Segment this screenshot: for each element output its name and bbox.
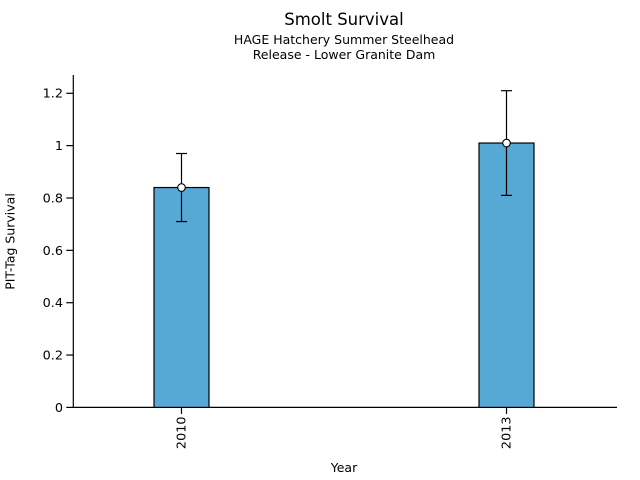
y-tick-label: 1: [55, 139, 63, 154]
y-tick-label: 0: [55, 401, 63, 416]
y-tick-label: 0.2: [43, 348, 63, 363]
bar-2010: [153, 186, 210, 408]
point-marker-2010: [177, 183, 186, 192]
x-axis-label: Year: [330, 460, 358, 475]
y-tick-label: 1.2: [43, 87, 63, 102]
error-bars: [176, 90, 512, 223]
chart-subtitle-line1: HAGE Hatchery Summer Steelhead: [234, 32, 454, 47]
x-tick-label-2013: 2013: [500, 417, 515, 450]
y-tick-label: 0.6: [43, 244, 63, 259]
tick-labels: 0 0.2 0.4 0.6 0.8 1 1.2 2010 2013: [43, 87, 515, 449]
point-marker-2013: [502, 138, 511, 148]
chart-title: Smolt Survival: [284, 10, 403, 29]
y-axis-label: PIT-Tag Survival: [3, 193, 18, 290]
y-tick-label: 0.4: [43, 296, 63, 311]
chart-subtitle-line2: Release - Lower Granite Dam: [253, 47, 436, 62]
point-markers: [177, 138, 511, 192]
bars: [153, 142, 535, 408]
y-tick-label: 0.8: [43, 191, 63, 206]
x-tick-label-2010: 2010: [175, 417, 190, 450]
